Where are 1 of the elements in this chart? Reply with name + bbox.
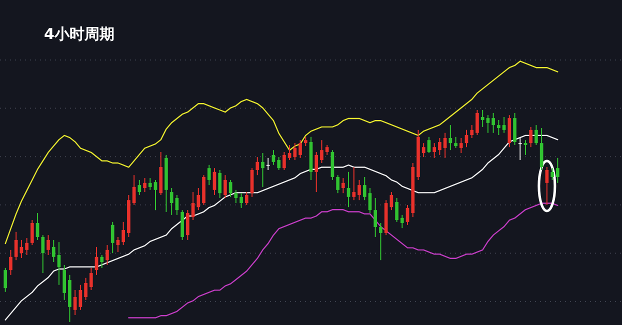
title: 4小时周期 bbox=[44, 25, 114, 43]
